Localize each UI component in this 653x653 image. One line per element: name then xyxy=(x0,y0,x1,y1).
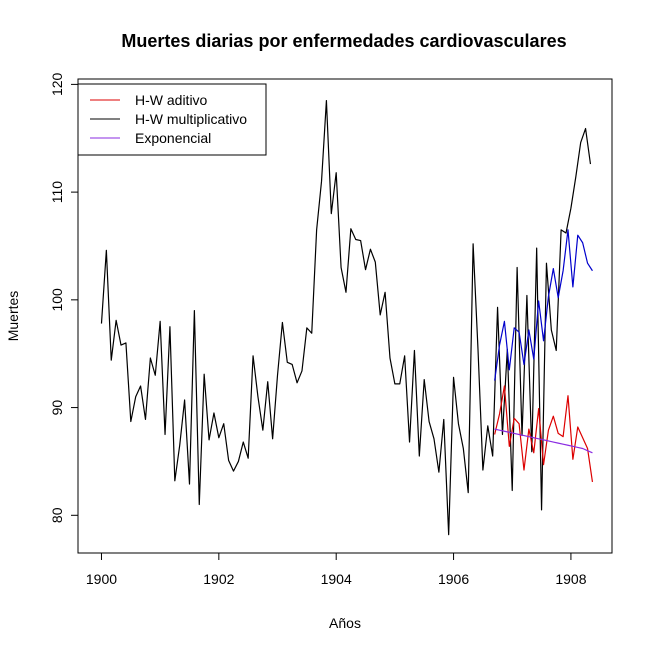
y-tick-label: 120 xyxy=(49,72,65,96)
y-tick-label: 110 xyxy=(49,181,65,204)
chart-title: Muertes diarias por enfermedades cardiov… xyxy=(121,31,566,51)
legend-label-exponencial: Exponencial xyxy=(135,130,211,146)
series-line-hw-aditivo xyxy=(494,385,594,482)
legend: H-W aditivo H-W multiplicativo Exponenci… xyxy=(77,83,267,156)
x-tick-label: 1904 xyxy=(321,571,352,587)
y-tick-label: 100 xyxy=(49,288,65,312)
y-axis: 80 90 100 110 120 xyxy=(49,72,79,523)
y-axis-label: Muertes xyxy=(5,291,21,342)
y-tick-label: 90 xyxy=(49,400,65,416)
x-tick-label: 1902 xyxy=(203,571,234,587)
x-axis-label: Años xyxy=(329,615,361,631)
series-line-hw-multiplicativo xyxy=(494,229,593,381)
y-tick-label: 80 xyxy=(49,507,65,523)
legend-label-hw-multiplicativo: H-W multiplicativo xyxy=(135,111,247,127)
x-tick-label: 1906 xyxy=(438,571,469,587)
series-layer xyxy=(100,99,594,536)
series-line-observed xyxy=(100,99,592,536)
x-tick-label: 1908 xyxy=(555,571,586,587)
x-tick-label: 1900 xyxy=(86,571,117,587)
series-line-exponencial xyxy=(494,428,593,454)
legend-label-hw-aditivo: H-W aditivo xyxy=(135,92,208,108)
x-axis: 1900 1902 1904 1906 1908 xyxy=(86,552,587,587)
